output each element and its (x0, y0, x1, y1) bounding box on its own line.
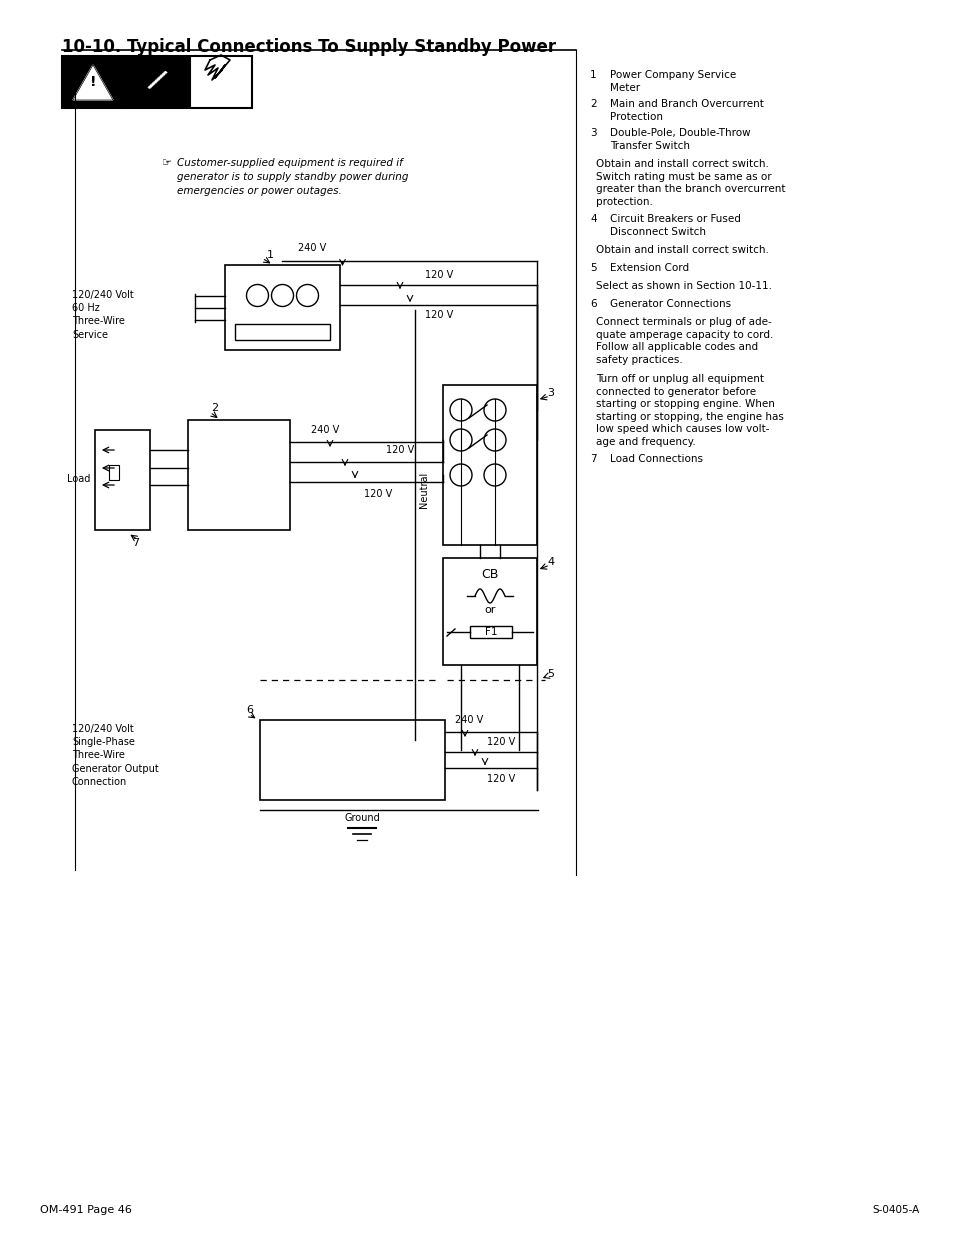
Text: 120 V: 120 V (424, 270, 453, 280)
Text: S-0405-A: S-0405-A (872, 1205, 919, 1215)
Text: Double-Pole, Double-Throw: Double-Pole, Double-Throw (609, 128, 750, 138)
Text: Load: Load (67, 474, 90, 484)
Text: 5: 5 (589, 263, 596, 273)
Text: connected to generator before: connected to generator before (596, 387, 756, 396)
Text: ☞: ☞ (162, 158, 172, 168)
Text: 120 V: 120 V (486, 737, 515, 747)
Text: 6: 6 (589, 299, 596, 309)
Text: 10-10. Typical Connections To Supply Standby Power: 10-10. Typical Connections To Supply Sta… (62, 38, 556, 56)
Text: 5: 5 (546, 669, 554, 679)
Text: 4: 4 (546, 557, 554, 567)
Text: Main and Branch Overcurrent: Main and Branch Overcurrent (609, 99, 763, 109)
Text: Customer-supplied equipment is required if: Customer-supplied equipment is required … (177, 158, 402, 168)
Text: 120/240 Volt
Single-Phase
Three-Wire
Generator Output
Connection: 120/240 Volt Single-Phase Three-Wire Gen… (71, 724, 158, 787)
Text: 1: 1 (266, 249, 274, 261)
Text: or: or (484, 605, 496, 615)
Text: starting or stopping engine. When: starting or stopping engine. When (596, 399, 774, 409)
Text: 6: 6 (246, 705, 253, 715)
Text: Transfer Switch: Transfer Switch (609, 141, 689, 151)
Text: Select as shown in Section 10-11.: Select as shown in Section 10-11. (596, 282, 771, 291)
Text: emergencies or power outages.: emergencies or power outages. (177, 186, 341, 196)
Text: 120 V: 120 V (363, 489, 392, 499)
Text: F1: F1 (484, 627, 497, 637)
Bar (225, 266, 339, 350)
Text: Disconnect Switch: Disconnect Switch (609, 226, 705, 236)
Bar (234, 324, 330, 340)
Text: Power Company Service: Power Company Service (609, 70, 736, 80)
Polygon shape (73, 65, 112, 100)
Text: 1: 1 (589, 70, 596, 80)
Text: starting or stopping, the engine has: starting or stopping, the engine has (596, 411, 783, 421)
Text: 240 V: 240 V (455, 715, 483, 725)
Text: 120 V: 120 V (385, 445, 414, 454)
Bar (126, 56, 188, 107)
Text: /: / (146, 65, 169, 95)
Text: Protection: Protection (609, 111, 662, 121)
Text: Load Connections: Load Connections (609, 454, 702, 464)
Text: generator is to supply standby power during: generator is to supply standby power dur… (177, 172, 408, 182)
Text: quate amperage capacity to cord.: quate amperage capacity to cord. (596, 330, 773, 340)
Bar (470, 626, 512, 638)
Text: Switch rating must be same as or: Switch rating must be same as or (596, 172, 771, 182)
Text: CB: CB (481, 568, 498, 580)
Text: 120/240 Volt
60 Hz
Three-Wire
Service: 120/240 Volt 60 Hz Three-Wire Service (71, 290, 133, 340)
Bar (62, 56, 124, 107)
Text: !: ! (90, 75, 96, 89)
Text: Turn off or unplug all equipment: Turn off or unplug all equipment (596, 374, 763, 384)
Bar (188, 420, 290, 530)
Text: Follow all applicable codes and: Follow all applicable codes and (596, 342, 758, 352)
Bar (109, 466, 119, 480)
Text: Connect terminals or plug of ade-: Connect terminals or plug of ade- (596, 317, 771, 327)
Text: Obtain and install correct switch.: Obtain and install correct switch. (596, 245, 768, 254)
Text: greater than the branch overcurrent: greater than the branch overcurrent (596, 184, 784, 194)
Text: 3: 3 (546, 388, 554, 398)
Text: 7: 7 (589, 454, 596, 464)
Text: 120 V: 120 V (424, 310, 453, 320)
Bar (442, 558, 537, 664)
Text: 4: 4 (589, 214, 596, 224)
Text: Meter: Meter (609, 83, 639, 93)
Text: protection.: protection. (596, 196, 652, 206)
Text: age and frequency.: age and frequency. (596, 436, 695, 447)
Text: Circuit Breakers or Fused: Circuit Breakers or Fused (609, 214, 740, 224)
Text: Ground: Ground (344, 813, 380, 823)
Text: 2: 2 (589, 99, 596, 109)
Text: 240 V: 240 V (311, 425, 338, 435)
Text: Extension Cord: Extension Cord (609, 263, 688, 273)
Text: Generator Connections: Generator Connections (609, 299, 730, 309)
Text: OM-491 Page 46: OM-491 Page 46 (40, 1205, 132, 1215)
Text: Neutral: Neutral (418, 472, 429, 508)
Text: low speed which causes low volt-: low speed which causes low volt- (596, 424, 769, 433)
Text: 3: 3 (589, 128, 596, 138)
Text: 2: 2 (212, 403, 218, 412)
Bar (260, 720, 444, 800)
Text: Obtain and install correct switch.: Obtain and install correct switch. (596, 159, 768, 169)
Text: 120 V: 120 V (486, 774, 515, 784)
Bar (95, 430, 150, 530)
Text: safety practices.: safety practices. (596, 354, 682, 364)
Bar (190, 56, 252, 107)
Text: 7: 7 (132, 538, 139, 548)
Text: 240 V: 240 V (298, 243, 326, 253)
Bar (442, 385, 537, 545)
